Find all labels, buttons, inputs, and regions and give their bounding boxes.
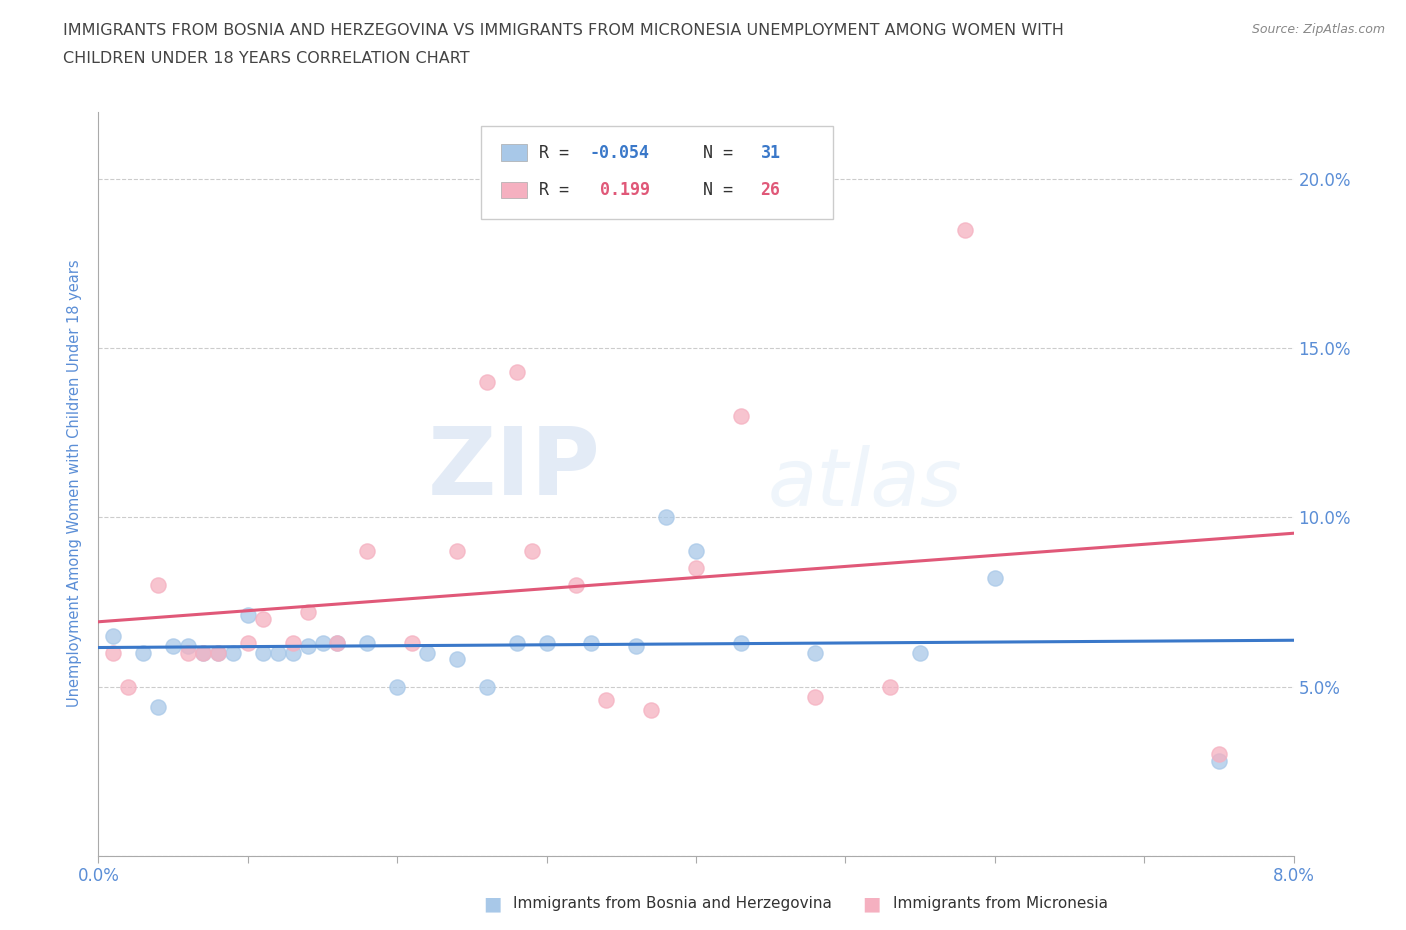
Y-axis label: Unemployment Among Women with Children Under 18 years: Unemployment Among Women with Children U… xyxy=(67,259,83,708)
Point xyxy=(177,645,200,660)
Point xyxy=(520,544,543,559)
Point xyxy=(311,635,333,650)
FancyBboxPatch shape xyxy=(481,126,834,219)
Text: Source: ZipAtlas.com: Source: ZipAtlas.com xyxy=(1251,23,1385,36)
Point xyxy=(356,635,378,650)
Point xyxy=(506,365,529,379)
Text: R =: R = xyxy=(540,143,579,162)
Point xyxy=(117,679,139,694)
Point xyxy=(191,645,214,660)
Point xyxy=(148,578,170,592)
Point xyxy=(401,635,423,650)
Point xyxy=(804,645,827,660)
Text: CHILDREN UNDER 18 YEARS CORRELATION CHART: CHILDREN UNDER 18 YEARS CORRELATION CHAR… xyxy=(63,51,470,66)
Point xyxy=(953,222,976,237)
Point xyxy=(281,635,304,650)
Point xyxy=(326,635,349,650)
Text: ■: ■ xyxy=(482,895,502,913)
Point xyxy=(475,679,498,694)
Point xyxy=(103,645,125,660)
Point xyxy=(281,645,304,660)
Text: N =: N = xyxy=(683,143,742,162)
Text: ZIP: ZIP xyxy=(427,423,600,514)
Bar xyxy=(501,181,527,198)
Point xyxy=(685,561,707,576)
Point xyxy=(236,635,259,650)
Point xyxy=(655,510,678,525)
Text: ■: ■ xyxy=(862,895,882,913)
Point xyxy=(730,635,752,650)
Point xyxy=(446,544,468,559)
Point xyxy=(565,578,588,592)
Point xyxy=(297,604,319,619)
Point xyxy=(685,544,707,559)
Point xyxy=(132,645,155,660)
Point xyxy=(908,645,931,660)
Point xyxy=(385,679,409,694)
Point xyxy=(1208,747,1230,762)
Point xyxy=(252,611,274,626)
Point xyxy=(252,645,274,660)
Point xyxy=(356,544,378,559)
Point xyxy=(177,639,200,654)
Point xyxy=(475,375,498,390)
Point xyxy=(416,645,439,660)
Text: Immigrants from Micronesia: Immigrants from Micronesia xyxy=(893,897,1108,911)
Point xyxy=(804,689,827,704)
Point xyxy=(640,703,662,718)
Bar xyxy=(501,144,527,161)
Point xyxy=(148,699,170,714)
Point xyxy=(581,635,603,650)
Text: 0.199: 0.199 xyxy=(589,180,650,199)
Text: 31: 31 xyxy=(761,143,780,162)
Point xyxy=(207,645,229,660)
Point xyxy=(1208,753,1230,768)
Point xyxy=(984,571,1007,586)
Point xyxy=(162,639,184,654)
Text: Immigrants from Bosnia and Herzegovina: Immigrants from Bosnia and Herzegovina xyxy=(513,897,832,911)
Point xyxy=(730,408,752,423)
Text: R =: R = xyxy=(540,180,589,199)
Point xyxy=(626,639,648,654)
Point xyxy=(879,679,901,694)
Point xyxy=(236,608,259,623)
Point xyxy=(297,639,319,654)
Point xyxy=(191,645,214,660)
Text: IMMIGRANTS FROM BOSNIA AND HERZEGOVINA VS IMMIGRANTS FROM MICRONESIA UNEMPLOYMEN: IMMIGRANTS FROM BOSNIA AND HERZEGOVINA V… xyxy=(63,23,1064,38)
Point xyxy=(267,645,290,660)
Text: -0.054: -0.054 xyxy=(589,143,650,162)
Point xyxy=(536,635,558,650)
Point xyxy=(595,693,617,708)
Point xyxy=(207,645,229,660)
Point xyxy=(506,635,529,650)
Point xyxy=(222,645,245,660)
Text: 26: 26 xyxy=(761,180,780,199)
Point xyxy=(446,652,468,667)
Point xyxy=(326,635,349,650)
Text: atlas: atlas xyxy=(768,445,963,523)
Point xyxy=(103,629,125,644)
Text: N =: N = xyxy=(683,180,742,199)
